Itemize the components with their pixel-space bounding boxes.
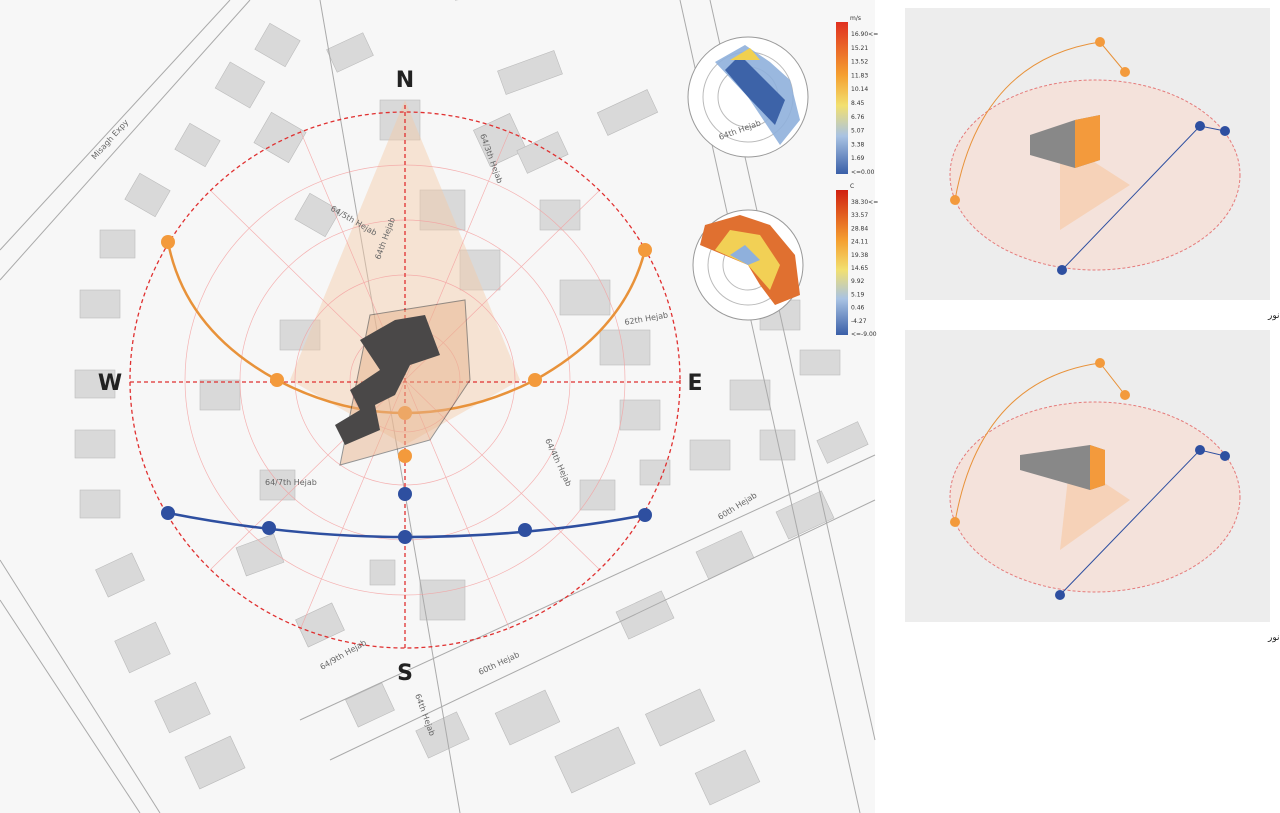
wind-rose — [687, 22, 848, 174]
building — [174, 122, 221, 168]
building — [516, 131, 569, 174]
building — [254, 22, 301, 68]
building — [559, 279, 611, 316]
legend-label: 5.07 — [851, 128, 865, 135]
building — [326, 32, 374, 73]
building — [99, 229, 136, 259]
building — [124, 172, 171, 218]
building — [214, 61, 266, 109]
temp-rose — [692, 190, 848, 335]
building — [199, 379, 241, 411]
building — [497, 50, 563, 95]
building — [759, 429, 796, 461]
legend-label: <=-9.00 — [851, 331, 877, 338]
building — [694, 749, 761, 806]
legend-label: 14.65 — [851, 265, 868, 272]
building — [599, 329, 651, 366]
building — [74, 369, 116, 399]
legend-label: 19.38 — [851, 252, 868, 259]
caption: جهت گیری نا مناسب بر اساس تابش و نور — [1267, 631, 1280, 643]
legend-label: 1.69 — [851, 155, 865, 162]
building — [419, 579, 466, 621]
legend-label: 38.30<= — [851, 199, 878, 206]
legend-label: 10.14 — [851, 86, 868, 93]
legend-label: 5.19 — [851, 291, 865, 298]
building — [184, 735, 246, 790]
legend-label: 13.52 — [851, 59, 868, 66]
legend-label: 9.92 — [851, 278, 865, 285]
building — [279, 319, 321, 351]
building — [379, 99, 421, 141]
building — [345, 682, 395, 728]
panel-1 — [905, 8, 1270, 300]
legend-unit: m/s — [850, 15, 861, 22]
building — [689, 439, 731, 471]
legend-label: 33.57 — [851, 212, 868, 219]
legend-unit: C — [850, 183, 854, 190]
legend-label: 11.83 — [851, 72, 868, 79]
building — [79, 489, 121, 519]
legend-label: 24.11 — [851, 239, 868, 246]
building — [639, 459, 671, 486]
building — [253, 111, 307, 164]
street-label: 64/7th Hejab — [265, 478, 317, 487]
legend-label: 6.76 — [851, 114, 865, 121]
building — [596, 89, 659, 136]
south: S — [397, 661, 413, 686]
panel-2 — [905, 330, 1270, 622]
legend-label: 8.45 — [851, 100, 865, 107]
east: E — [687, 371, 702, 396]
building — [554, 726, 636, 794]
legend-label: 3.38 — [851, 141, 865, 148]
building — [295, 602, 345, 648]
building — [619, 399, 661, 431]
building — [259, 469, 296, 501]
building — [114, 621, 171, 674]
building — [579, 479, 616, 511]
legend-label: 0.46 — [851, 305, 865, 312]
building — [816, 421, 869, 464]
building — [419, 189, 466, 231]
legend-label: -4.27 — [851, 318, 867, 325]
legend-label: 28.84 — [851, 225, 868, 232]
building — [729, 379, 771, 411]
building — [154, 681, 211, 734]
building — [74, 429, 116, 459]
north: N — [396, 68, 414, 93]
building — [459, 249, 501, 291]
legend-label: 15.21 — [851, 45, 868, 52]
building — [494, 689, 561, 746]
building — [79, 289, 121, 319]
building — [799, 349, 841, 376]
building — [539, 199, 581, 231]
legend-label: <=0.00 — [851, 169, 875, 176]
building — [235, 533, 285, 577]
building — [473, 113, 527, 167]
building — [369, 559, 396, 586]
west: W — [98, 371, 122, 396]
caption: جهت گیری مناسب بر اساس تابش و نور — [1267, 309, 1280, 321]
building — [645, 688, 715, 747]
building — [294, 192, 341, 238]
legend-label: 16.90<= — [851, 31, 878, 38]
building — [775, 490, 835, 540]
building — [95, 552, 145, 598]
